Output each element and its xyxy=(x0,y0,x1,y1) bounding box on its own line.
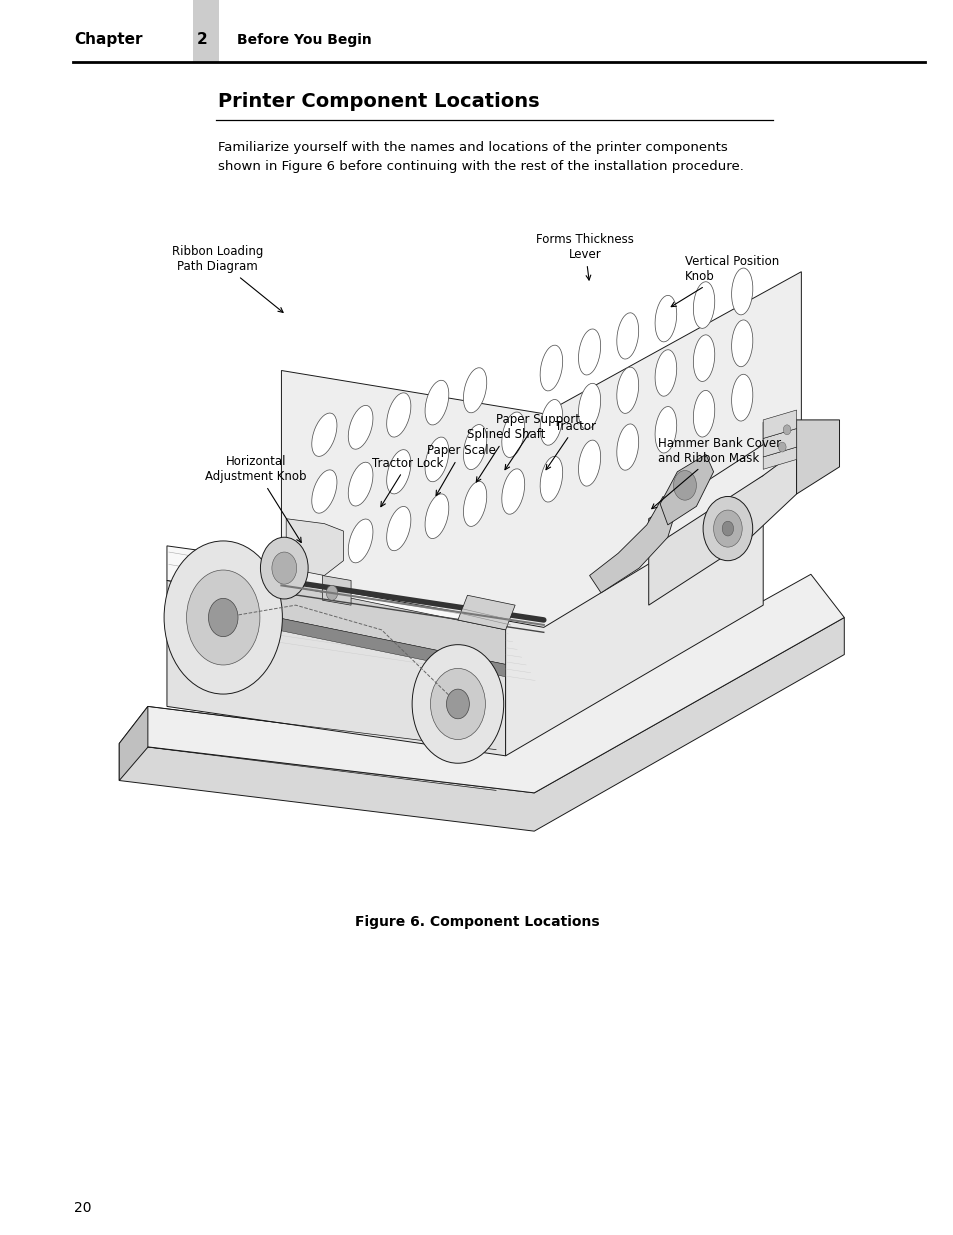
Text: Splined Shaft: Splined Shaft xyxy=(467,429,545,482)
Polygon shape xyxy=(762,447,796,469)
Ellipse shape xyxy=(655,350,676,396)
Circle shape xyxy=(430,668,485,740)
Circle shape xyxy=(272,552,296,584)
Ellipse shape xyxy=(617,312,638,359)
Polygon shape xyxy=(589,496,677,593)
Circle shape xyxy=(446,689,469,719)
Ellipse shape xyxy=(501,469,524,514)
Polygon shape xyxy=(167,580,505,756)
Ellipse shape xyxy=(539,345,562,391)
Circle shape xyxy=(412,645,503,763)
Text: Familiarize yourself with the names and locations of the printer components: Familiarize yourself with the names and … xyxy=(217,141,726,154)
Polygon shape xyxy=(281,272,801,627)
Polygon shape xyxy=(276,583,505,664)
Ellipse shape xyxy=(348,405,373,450)
Ellipse shape xyxy=(501,412,524,457)
Circle shape xyxy=(326,585,337,600)
Bar xyxy=(193,0,219,62)
Ellipse shape xyxy=(386,393,411,437)
Polygon shape xyxy=(762,410,796,438)
Ellipse shape xyxy=(425,437,448,482)
Polygon shape xyxy=(762,429,796,457)
Polygon shape xyxy=(187,605,259,673)
Polygon shape xyxy=(457,595,515,630)
Circle shape xyxy=(721,521,733,536)
Text: Printer Component Locations: Printer Component Locations xyxy=(217,93,538,111)
Circle shape xyxy=(187,571,259,664)
Ellipse shape xyxy=(425,380,448,425)
Polygon shape xyxy=(167,445,762,630)
Polygon shape xyxy=(276,618,505,677)
Ellipse shape xyxy=(386,450,411,494)
Ellipse shape xyxy=(539,456,562,503)
Ellipse shape xyxy=(731,268,752,315)
Text: Vertical Position
Knob: Vertical Position Knob xyxy=(671,256,779,306)
Text: Chapter: Chapter xyxy=(74,32,143,47)
Ellipse shape xyxy=(578,440,600,487)
Circle shape xyxy=(164,541,282,694)
Ellipse shape xyxy=(617,424,638,471)
Text: Horizontal
Adjustment Knob: Horizontal Adjustment Knob xyxy=(205,456,306,542)
Ellipse shape xyxy=(578,329,600,375)
Polygon shape xyxy=(659,454,713,525)
Polygon shape xyxy=(119,618,843,831)
Ellipse shape xyxy=(731,320,752,367)
Ellipse shape xyxy=(312,469,336,514)
Ellipse shape xyxy=(693,335,714,382)
Text: shown in Figure 6 before continuing with the rest of the installation procedure.: shown in Figure 6 before continuing with… xyxy=(217,159,742,173)
Circle shape xyxy=(260,537,308,599)
Text: Before You Begin: Before You Begin xyxy=(236,32,371,47)
Polygon shape xyxy=(322,576,351,605)
Ellipse shape xyxy=(539,399,562,446)
Ellipse shape xyxy=(312,412,336,457)
Text: Paper Scale: Paper Scale xyxy=(427,445,496,495)
Ellipse shape xyxy=(655,406,676,453)
Circle shape xyxy=(713,510,741,547)
Ellipse shape xyxy=(463,425,486,469)
Text: 2: 2 xyxy=(196,32,208,47)
Text: Paper Support: Paper Support xyxy=(496,414,579,469)
Ellipse shape xyxy=(386,506,411,551)
Ellipse shape xyxy=(693,282,714,329)
Text: 20: 20 xyxy=(74,1202,91,1215)
Ellipse shape xyxy=(463,368,486,412)
Text: Hammer Bank Cover
and Ribbon Mask: Hammer Bank Cover and Ribbon Mask xyxy=(651,437,781,509)
Polygon shape xyxy=(286,519,343,576)
Polygon shape xyxy=(796,420,839,494)
Ellipse shape xyxy=(312,526,336,571)
Circle shape xyxy=(673,471,696,500)
Text: Tractor Lock: Tractor Lock xyxy=(372,457,443,506)
Text: Figure 6. Component Locations: Figure 6. Component Locations xyxy=(355,915,598,929)
Ellipse shape xyxy=(463,482,486,526)
Ellipse shape xyxy=(425,494,448,538)
Ellipse shape xyxy=(348,519,373,563)
Polygon shape xyxy=(648,438,796,550)
Ellipse shape xyxy=(578,383,600,430)
Ellipse shape xyxy=(655,295,676,342)
Ellipse shape xyxy=(617,367,638,414)
Circle shape xyxy=(702,496,752,561)
Text: Forms Thickness
Lever: Forms Thickness Lever xyxy=(536,233,633,280)
Polygon shape xyxy=(119,706,148,781)
Polygon shape xyxy=(648,414,796,605)
Ellipse shape xyxy=(693,390,714,437)
Text: Tractor: Tractor xyxy=(545,420,596,469)
Ellipse shape xyxy=(731,374,752,421)
Ellipse shape xyxy=(348,462,373,506)
Text: Ribbon Loading
Path Diagram: Ribbon Loading Path Diagram xyxy=(172,246,283,312)
Polygon shape xyxy=(505,445,762,756)
Circle shape xyxy=(208,599,238,637)
Circle shape xyxy=(778,442,785,452)
Polygon shape xyxy=(119,574,843,793)
Circle shape xyxy=(782,425,790,435)
